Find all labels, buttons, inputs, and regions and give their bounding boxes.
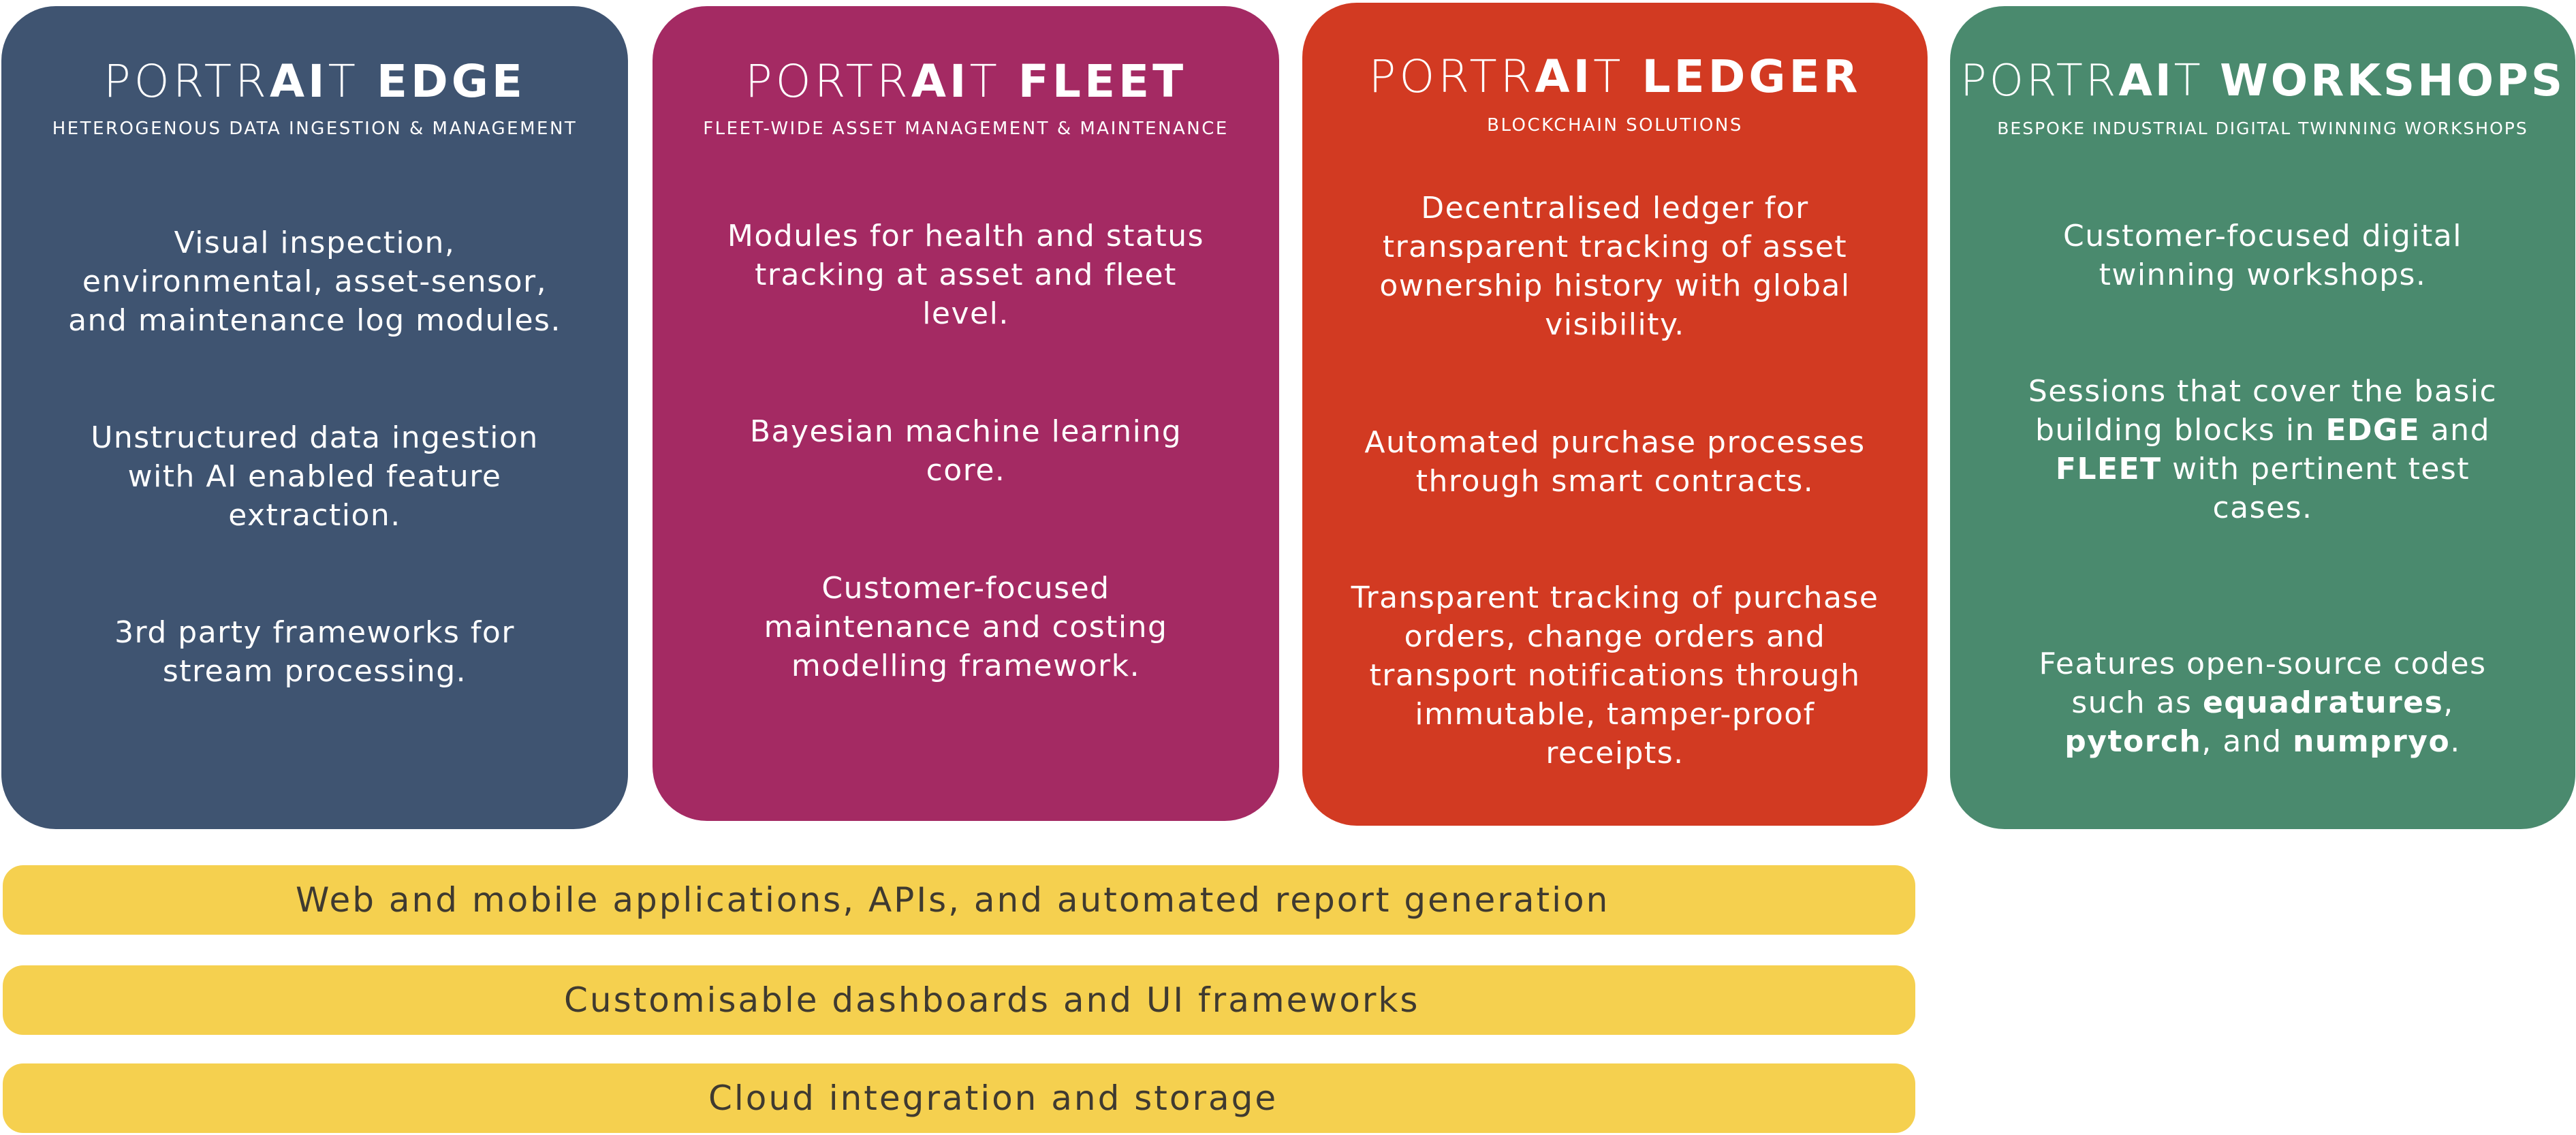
edge-subtitle: HETEROGENOUS DATA INGESTION & MANAGEMENT <box>52 119 578 139</box>
dashboards-ui-bar: Customisable dashboards and UI framework… <box>3 965 1915 1035</box>
workshops-subtitle: BESPOKE INDUSTRIAL DIGITAL TWINNING WORK… <box>1997 119 2528 138</box>
edge-paragraph-2: Unstructured data ingestion with AI enab… <box>91 420 539 533</box>
workshops-paragraph-1: Customer-focused digital twinning worksh… <box>2063 219 2462 292</box>
edge-card: PORTRAIT EDGE HETEROGENOUS DATA INGESTIO… <box>1 6 628 829</box>
cloud-integration-bar: Cloud integration and storage <box>3 1063 1915 1133</box>
workshops-paragraph-3: Features open-source codes such as equad… <box>2039 647 2487 759</box>
edge-title: PORTRAIT EDGE <box>103 55 527 108</box>
ledger-paragraph-1: Decentralised ledger for transparent tra… <box>1379 191 1851 342</box>
fleet-paragraph-3: Customer-focused maintenance and costing… <box>764 571 1168 683</box>
fleet-paragraph-2: Bayesian machine learning core. <box>749 414 1182 488</box>
workshops-paragraph-2: Sessions that cover the basic building b… <box>2028 374 2498 525</box>
edge-paragraph-1: Visual inspection, environmental, asset-… <box>68 226 561 338</box>
ledger-subtitle: BLOCKCHAIN SOLUTIONS <box>1487 115 1743 136</box>
fleet-paragraph-1: Modules for health and status tracking a… <box>727 219 1205 331</box>
fleet-subtitle: FLEET-WIDE ASSET MANAGEMENT & MAINTENANC… <box>703 119 1229 139</box>
ledger-paragraph-2: Automated purchase processes through sma… <box>1364 425 1866 499</box>
ledger-paragraph-3: Transparent tracking of purchase orders,… <box>1351 580 1879 771</box>
fleet-title: PORTRAIT FLEET <box>744 55 1187 108</box>
edge-paragraph-3: 3rd party frameworks for stream processi… <box>114 615 515 689</box>
workshops-card: PORTRAIT WORKSHOPS BESPOKE INDUSTRIAL DI… <box>1950 6 2575 829</box>
workshops-title: PORTRAIT WORKSHOPS <box>1960 56 2566 106</box>
fleet-card: PORTRAIT FLEET FLEET-WIDE ASSET MANAGEME… <box>653 6 1279 821</box>
web-mobile-apis-bar: Web and mobile applications, APIs, and a… <box>3 865 1915 935</box>
ledger-title: PORTRAIT LEDGER <box>1368 50 1862 103</box>
ledger-card: PORTRAIT LEDGER BLOCKCHAIN SOLUTIONS Dec… <box>1302 3 1928 826</box>
